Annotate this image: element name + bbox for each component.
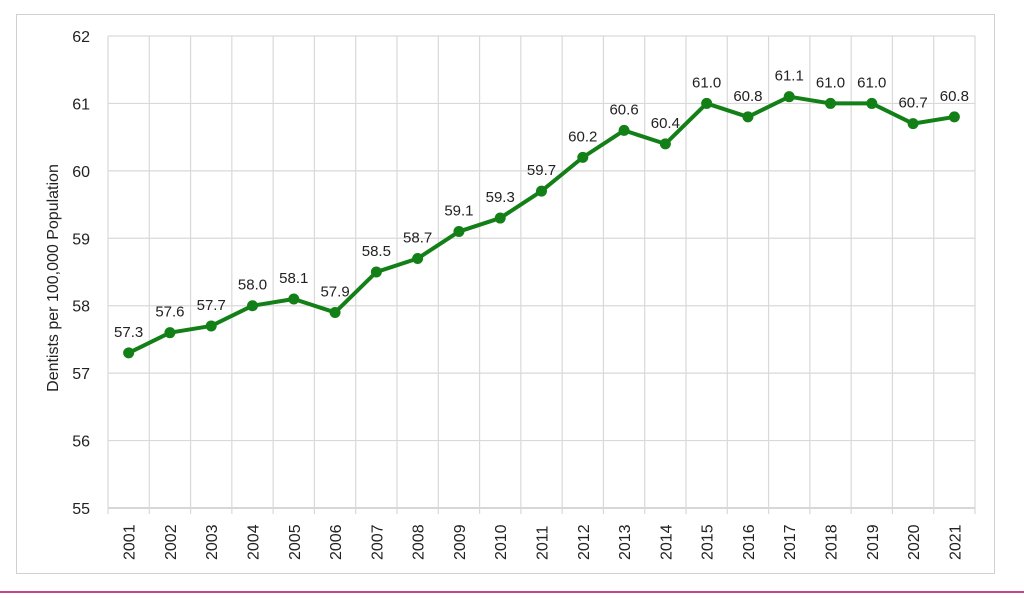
data-point bbox=[494, 212, 506, 224]
data-point bbox=[577, 151, 589, 163]
data-label: 61.0 bbox=[816, 74, 845, 91]
data-point bbox=[618, 124, 630, 136]
data-point bbox=[866, 97, 878, 109]
data-point bbox=[783, 91, 795, 103]
data-point bbox=[742, 111, 754, 123]
data-label: 58.0 bbox=[238, 277, 267, 294]
x-tick-label: 2017 bbox=[782, 524, 799, 560]
y-tick-label: 56 bbox=[72, 434, 90, 451]
x-tick-label: 2018 bbox=[824, 524, 841, 560]
data-point bbox=[453, 226, 465, 238]
x-tick-label: 2021 bbox=[947, 524, 964, 560]
data-point bbox=[329, 306, 341, 318]
data-label: 58.5 bbox=[362, 243, 391, 260]
data-point bbox=[288, 293, 300, 305]
data-label: 60.4 bbox=[651, 115, 680, 132]
data-label: 61.1 bbox=[775, 68, 804, 85]
x-tick-label: 2012 bbox=[576, 524, 593, 560]
data-point bbox=[536, 185, 547, 197]
data-label: 57.7 bbox=[197, 297, 226, 314]
x-tick-label: 2003 bbox=[204, 524, 221, 560]
x-tick-label: 2009 bbox=[452, 524, 469, 560]
data-point bbox=[907, 118, 919, 130]
data-label: 58.1 bbox=[279, 270, 308, 287]
data-labels: 57.3 57.6 57.7 58.0 58.1 57.9 58.5 58.7 59.1 59.3… bbox=[114, 68, 969, 341]
data-label: 57.6 bbox=[155, 304, 184, 321]
data-label: 60.2 bbox=[568, 128, 597, 145]
data-point bbox=[701, 97, 713, 109]
data-point bbox=[164, 327, 176, 339]
data-point bbox=[659, 138, 671, 150]
data-label: 60.7 bbox=[898, 95, 927, 112]
y-tick-label: 57 bbox=[72, 366, 90, 383]
x-tick-label: 2004 bbox=[246, 524, 263, 560]
y-axis-label: Dentists per 100,000 Population bbox=[45, 164, 62, 392]
data-label: 60.8 bbox=[940, 88, 969, 105]
x-tick-label: 2007 bbox=[369, 524, 386, 560]
data-label: 59.1 bbox=[444, 203, 473, 220]
y-axis-ticks: 55 56 57 58 59 60 61 62 bbox=[72, 29, 90, 518]
data-label: 61.0 bbox=[857, 74, 886, 91]
series-polyline bbox=[127, 94, 955, 355]
y-tick-label: 59 bbox=[72, 231, 90, 248]
y-tick-label: 55 bbox=[72, 501, 90, 518]
x-tick-label: 2015 bbox=[700, 524, 717, 560]
data-label: 58.7 bbox=[403, 230, 432, 247]
data-label: 60.8 bbox=[733, 88, 762, 105]
data-point bbox=[370, 266, 382, 278]
x-tick-label: 2011 bbox=[535, 525, 552, 560]
x-tick-label: 2014 bbox=[658, 524, 675, 560]
y-tick-label: 62 bbox=[72, 29, 90, 46]
data-label: 59.3 bbox=[486, 189, 515, 206]
x-tick-label: 2016 bbox=[741, 524, 758, 560]
x-tick-label: 2002 bbox=[163, 524, 180, 560]
x-tick-label: 2006 bbox=[328, 524, 345, 560]
y-tick-label: 58 bbox=[72, 299, 90, 316]
data-point bbox=[205, 320, 217, 332]
x-axis-ticks: 2001 2002 2003 2004 2005 2006 2007 2008 2009 2010… bbox=[122, 524, 965, 560]
data-points bbox=[123, 91, 960, 359]
series-line bbox=[127, 94, 955, 355]
bottom-divider bbox=[0, 591, 1024, 593]
y-tick-label: 61 bbox=[72, 96, 90, 113]
data-point bbox=[948, 111, 960, 123]
x-tick-label: 2019 bbox=[865, 524, 882, 560]
x-tick-label: 2001 bbox=[122, 524, 139, 560]
x-tick-label: 2013 bbox=[617, 524, 634, 560]
x-tick-label: 2005 bbox=[287, 524, 304, 560]
data-label: 61.0 bbox=[692, 74, 721, 91]
data-label: 60.6 bbox=[609, 101, 638, 118]
data-point bbox=[412, 253, 424, 265]
y-tick-label: 60 bbox=[72, 164, 90, 181]
data-label: 57.9 bbox=[320, 283, 349, 300]
data-label: 59.7 bbox=[527, 162, 556, 179]
data-point bbox=[123, 347, 135, 359]
data-point bbox=[247, 300, 258, 312]
data-label: 57.3 bbox=[114, 324, 143, 341]
x-tick-label: 2010 bbox=[493, 524, 510, 560]
x-tick-label: 2008 bbox=[411, 524, 428, 560]
grid-lines bbox=[107, 35, 976, 514]
x-tick-label: 2020 bbox=[906, 524, 923, 560]
data-point bbox=[825, 97, 836, 109]
